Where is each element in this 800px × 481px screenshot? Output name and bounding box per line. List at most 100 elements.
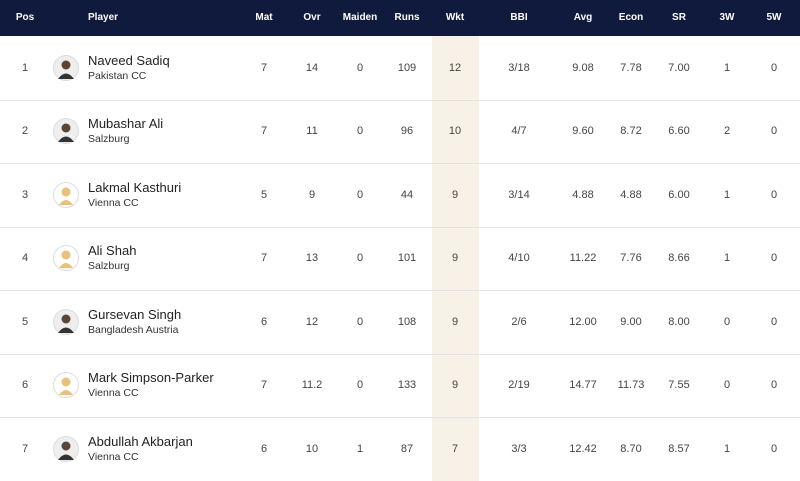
- cell-runs: 108: [397, 315, 417, 328]
- player-team: Pakistan CC: [88, 69, 147, 82]
- cell-avg: 9.08: [572, 61, 594, 74]
- cell-maiden: 0: [356, 252, 364, 265]
- row-divider: [0, 290, 800, 291]
- cell-mat: 6: [260, 315, 268, 328]
- cell-sr: 8.57: [668, 442, 690, 455]
- cell-bbi: 3/18: [508, 61, 530, 74]
- cell-maiden: 0: [356, 315, 364, 328]
- cell-mat: 5: [260, 188, 268, 201]
- player-team: Salzburg: [88, 133, 130, 146]
- highlight-column: [432, 36, 479, 481]
- cell-bbi: 3/3: [511, 442, 527, 455]
- row-divider: [0, 226, 800, 228]
- cell-wkt: 9: [451, 315, 459, 328]
- cell-bbi: 2/6: [511, 315, 527, 328]
- cell-bbi: 3/14: [508, 188, 530, 201]
- cell-w3: 0: [723, 315, 731, 328]
- cell-maiden: 0: [356, 379, 364, 392]
- cell-w3: 1: [723, 61, 731, 74]
- cell-w3: 1: [723, 442, 731, 455]
- cell-bbi: 4/7: [511, 125, 527, 138]
- cell-ovr: 14: [305, 61, 319, 74]
- cell-avg: 4.88: [572, 188, 594, 201]
- row-divider: [0, 353, 800, 355]
- cell-sr: 8.66: [668, 252, 690, 265]
- cell-sr: 8.00: [668, 315, 690, 328]
- player-name: Mubashar Ali: [88, 116, 164, 132]
- cell-w5: 0: [770, 442, 778, 455]
- row-divider: [0, 99, 800, 101]
- column-header: 3W: [719, 12, 735, 23]
- player-team: Vienna CC: [88, 387, 139, 400]
- cell-maiden: 0: [356, 125, 364, 138]
- cell-w5: 0: [770, 61, 778, 74]
- player-name: Mark Simpson-Parker: [88, 370, 214, 386]
- column-header: Wkt: [445, 12, 465, 23]
- cell-econ: 8.72: [620, 125, 642, 138]
- player-avatar: [53, 308, 79, 335]
- cell-wkt: 12: [448, 61, 462, 74]
- cell-w3: 0: [723, 379, 731, 392]
- cell-w5: 0: [770, 252, 778, 265]
- cell-sr: 7.55: [668, 379, 690, 392]
- cell-wkt: 9: [451, 379, 459, 392]
- cell-runs: 96: [400, 125, 414, 138]
- column-header: BBI: [510, 12, 528, 23]
- row-divider: [0, 417, 800, 418]
- cell-w5: 0: [770, 379, 778, 392]
- cell-avg: 12.00: [569, 315, 597, 328]
- player-name: Naveed Sadiq: [88, 52, 170, 68]
- cell-runs: 133: [397, 379, 417, 392]
- cell-wkt: 10: [448, 125, 462, 138]
- cell-mat: 6: [260, 442, 268, 455]
- cell-w5: 0: [770, 188, 778, 201]
- player-avatar: [53, 54, 79, 81]
- cell-w3: 2: [723, 125, 731, 138]
- cell-econ: 9.00: [620, 315, 642, 328]
- cell-pos: 1: [21, 61, 29, 74]
- cell-pos: 3: [21, 188, 29, 201]
- cell-sr: 6.60: [668, 125, 690, 138]
- cell-mat: 7: [260, 61, 268, 74]
- cell-pos: 6: [21, 379, 29, 392]
- player-avatar: [53, 435, 79, 462]
- player-avatar: [53, 245, 79, 272]
- column-header: Ovr: [303, 12, 321, 23]
- cell-pos: 2: [21, 125, 29, 138]
- cell-runs: 87: [400, 442, 414, 455]
- player-team: Bangladesh Austria: [88, 323, 179, 336]
- cell-econ: 7.78: [620, 61, 642, 74]
- table-header: [0, 0, 800, 36]
- cell-ovr: 12: [305, 315, 319, 328]
- column-header: Mat: [255, 12, 273, 23]
- column-header: Avg: [573, 12, 593, 23]
- player-team: Vienna CC: [88, 450, 139, 463]
- cell-w5: 0: [770, 315, 778, 328]
- player-name: Gursevan Singh: [88, 306, 182, 322]
- cell-runs: 109: [397, 61, 417, 74]
- cell-ovr: 13: [305, 252, 319, 265]
- cell-ovr: 9: [308, 188, 316, 201]
- cell-avg: 12.42: [569, 442, 597, 455]
- cell-avg: 14.77: [569, 379, 597, 392]
- cell-wkt: 9: [451, 188, 459, 201]
- cell-econ: 7.76: [620, 252, 642, 265]
- cell-bbi: 2/19: [508, 379, 530, 392]
- column-header: SR: [672, 12, 686, 23]
- column-header: 5W: [766, 12, 782, 23]
- cell-sr: 7.00: [668, 61, 690, 74]
- cell-pos: 5: [21, 315, 29, 328]
- cell-sr: 6.00: [668, 188, 690, 201]
- column-header: Econ: [618, 12, 644, 23]
- cell-runs: 101: [397, 252, 417, 265]
- player-name: Abdullah Akbarjan: [88, 433, 193, 449]
- column-header: Maiden: [342, 12, 378, 23]
- cell-maiden: 0: [356, 61, 364, 74]
- cell-ovr: 11: [306, 125, 318, 138]
- cell-w5: 0: [770, 125, 778, 138]
- cell-avg: 11.22: [569, 252, 597, 265]
- cell-pos: 7: [21, 442, 29, 455]
- player-name: Ali Shah: [88, 243, 137, 259]
- cell-mat: 7: [260, 125, 268, 138]
- player-team: Salzburg: [88, 260, 130, 273]
